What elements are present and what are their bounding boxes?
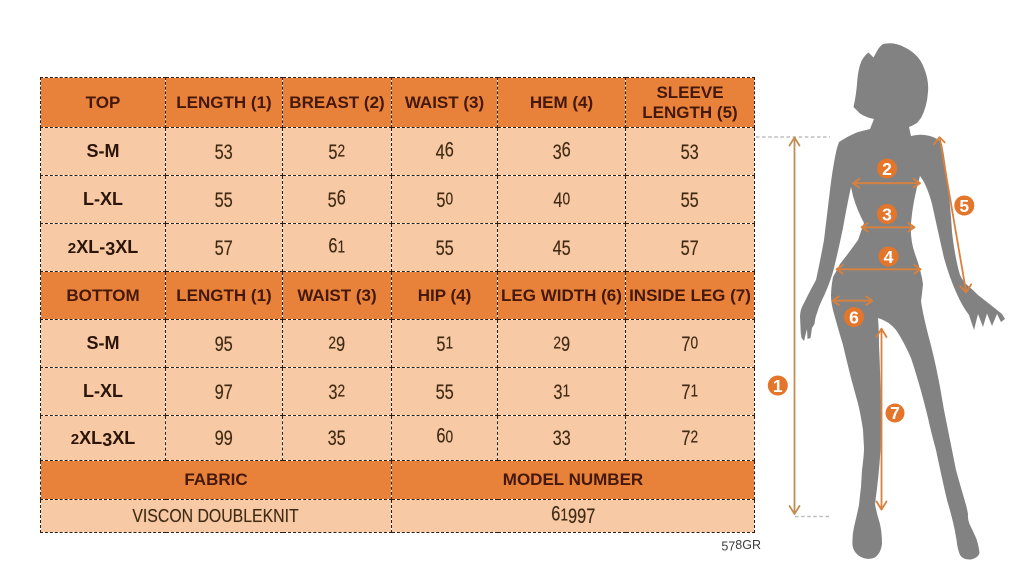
svg-text:3: 3 [882,204,892,224]
svg-text:2: 2 [882,159,892,179]
svg-text:6: 6 [849,307,859,327]
svg-text:1: 1 [773,376,783,396]
svg-text:5: 5 [959,196,969,216]
svg-text:4: 4 [884,247,894,267]
svg-text:7: 7 [890,403,900,423]
